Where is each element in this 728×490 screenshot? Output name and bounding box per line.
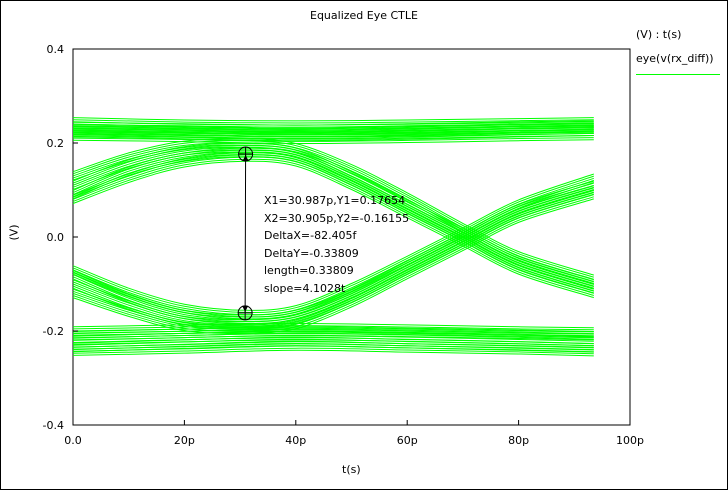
legend-series-swatch	[636, 74, 720, 75]
eye-trace	[72, 123, 594, 129]
y-tick-label: 0.0	[47, 231, 65, 244]
eye-trace	[72, 160, 594, 299]
eye-trace	[72, 127, 594, 134]
x-tick-label: 20p	[174, 434, 195, 447]
chart-title: Equalized Eye CTLE	[310, 9, 418, 22]
marker-readout-line: X1=30.987p,Y1=0.17654	[264, 194, 406, 207]
x-tick-label: 40p	[285, 434, 306, 447]
eye-trace	[72, 187, 594, 323]
eye-trace	[72, 345, 594, 353]
marker-readout-line: DeltaY=-0.33809	[264, 246, 359, 260]
eye-trace	[72, 333, 594, 340]
eye-trace	[72, 120, 594, 126]
x-tick-label: 100p	[616, 434, 644, 447]
eye-trace	[72, 189, 594, 325]
marker-readout-line: length=0.33809	[264, 264, 354, 277]
y-tick-label: 0.2	[47, 137, 65, 150]
eye-trace	[72, 129, 594, 136]
eye-trace	[72, 154, 594, 292]
axis-ticks: 0.0 20p 40p 60p 80p 100p 0.4 0.2 0.0 -0.2 -0.4	[43, 43, 644, 447]
eye-trace	[72, 177, 594, 316]
delta-marker[interactable]	[237, 146, 254, 321]
x-tick-label: 80p	[508, 434, 529, 447]
eye-trace	[72, 139, 594, 145]
eye-trace	[72, 179, 594, 318]
eye-trace	[72, 331, 594, 337]
eye-trace	[72, 149, 594, 287]
eye-trace	[72, 329, 594, 335]
eye-trace	[72, 137, 594, 142]
eye-trace	[72, 158, 594, 296]
eye-trace	[72, 156, 594, 294]
marker-readout-line: X2=30.905p,Y2=-0.16155	[264, 211, 410, 225]
eye-trace	[72, 119, 594, 124]
eye-trace	[72, 138, 594, 276]
eye-trace	[72, 122, 594, 128]
x-tick-label: 0.0	[64, 434, 82, 447]
eye-trace	[72, 144, 594, 282]
eye-trace	[72, 190, 594, 326]
eye-trace	[72, 347, 594, 355]
eye-trace	[72, 336, 594, 345]
eye-trace	[72, 198, 594, 334]
eye-trace	[72, 194, 594, 330]
eye-trace	[72, 182, 594, 320]
y-tick-label: -0.4	[43, 419, 64, 432]
eye-trace	[72, 146, 594, 284]
eye-trace	[72, 196, 594, 332]
eye-trace	[72, 341, 594, 348]
eye-trace	[72, 349, 594, 357]
eye-trace	[72, 338, 594, 347]
eye-trace	[72, 124, 594, 130]
eye-trace	[72, 135, 594, 140]
marker-readout-line: slope=4.1028t	[264, 281, 346, 295]
eye-trace	[72, 117, 594, 122]
eye-trace	[72, 142, 594, 280]
eye-trace	[72, 175, 594, 313]
x-tick-label: 60p	[397, 434, 418, 447]
eye-trace	[72, 131, 594, 138]
y-axis-label: (V)	[7, 224, 21, 241]
marker-readout-line: DeltaX=-82.405f	[264, 229, 357, 242]
y-tick-label: 0.4	[47, 43, 65, 56]
eye-trace	[72, 343, 594, 351]
legend-units-label: (V) : t(s)	[636, 28, 682, 41]
eye-trace	[72, 152, 594, 290]
y-tick-label: -0.2	[43, 325, 64, 338]
legend-series-label[interactable]: eye(v(rx_diff))	[636, 52, 714, 65]
eye-trace	[72, 327, 594, 333]
marker-readout: X1=30.987p,Y1=0.17654 X2=30.905p,Y2=-0.1…	[264, 192, 409, 297]
eye-trace	[72, 151, 594, 289]
eye-trace	[72, 140, 594, 278]
eye-trace	[72, 173, 594, 311]
eye-trace	[72, 335, 594, 342]
eye-trace	[72, 125, 594, 132]
eye-trace	[72, 192, 594, 328]
eye-trace	[72, 185, 594, 321]
eye-traces	[72, 117, 594, 357]
x-axis-label: t(s)	[342, 463, 361, 476]
